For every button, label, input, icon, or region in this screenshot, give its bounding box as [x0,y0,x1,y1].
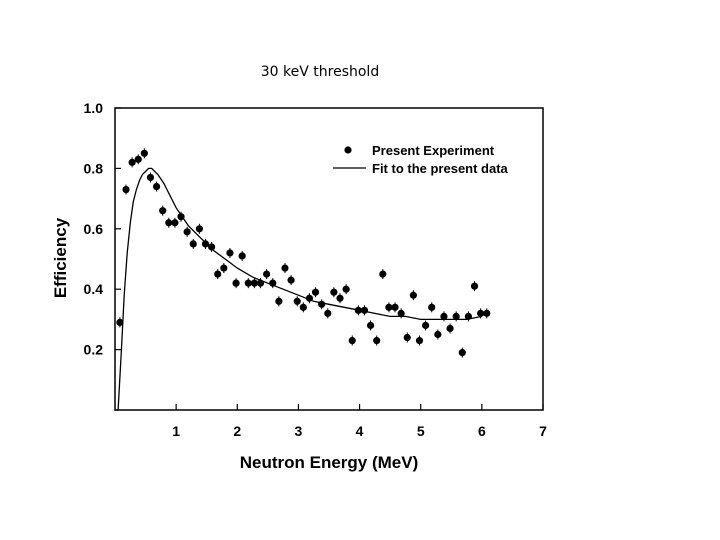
y-tick-label: 0.8 [84,160,104,176]
data-point [305,294,314,302]
data-point [281,264,289,272]
data-point [391,303,399,311]
data-point [275,297,283,305]
data-point [256,279,265,287]
y-tick-label: 0.6 [84,221,104,237]
data-point [232,279,240,287]
x-tick-label: 6 [478,423,486,439]
data-point [201,240,210,248]
data-point [220,264,228,272]
data-point [415,336,424,345]
data-point [452,312,460,320]
data-point [330,288,338,296]
ticks: 1 2 3 4 5 6 7 0.2 0.4 0.6 0.8 1.0 [84,100,548,439]
legend-label-fit: Fit to the present data [372,161,509,176]
y-tick-label: 1.0 [84,100,104,116]
data-point [116,318,124,327]
data-point [189,240,197,248]
data-point [152,182,161,191]
data-point [293,297,301,305]
data-point [483,309,491,317]
slide-title: 30 keV threshold [260,64,380,80]
data-point [287,276,295,284]
data-point [403,333,411,342]
data-point [409,291,417,299]
data-point [397,309,405,317]
y-tick-label: 0.2 [84,342,104,358]
data-point [195,225,203,233]
data-point [263,270,271,278]
data-point [269,279,277,287]
x-tick-label: 3 [295,423,303,439]
data-point [373,336,381,345]
data-point [238,252,246,260]
data-point [446,324,454,333]
fit-curve-line [115,167,483,411]
plot-frame [114,107,544,411]
data-point [165,219,173,227]
data-point [250,279,259,287]
x-tick-label: 5 [417,423,425,439]
data-point [128,158,136,166]
data-point [214,270,222,278]
data-point [354,306,362,314]
data-point [385,303,393,311]
data-point [464,312,473,320]
data-point [159,207,167,215]
data-point [428,303,436,311]
y-tick-label: 0.4 [84,281,104,297]
data-point [440,312,448,320]
data-point [360,306,369,314]
data-point [379,270,387,278]
data-point [477,309,485,317]
data-point [366,321,375,330]
legend-label-present-experiment: Present Experiment [372,143,495,158]
axes [114,107,544,411]
legend: Present Experiment Fit to the present da… [333,143,509,176]
legend-marker-present-experiment [344,146,352,154]
x-tick-label: 4 [356,423,364,439]
x-axis-label: Neutron Energy (MeV) [240,453,419,472]
data-point [348,336,356,345]
data-point [183,228,191,236]
data-point [458,349,466,357]
data-point [134,155,142,163]
data-point [244,279,252,287]
data-point [470,282,479,290]
data-point [342,285,350,293]
data-point [422,321,430,330]
data-point [336,294,344,302]
data-point [311,288,320,296]
y-axis-label: Efficiency [51,217,70,298]
data-point [177,213,185,221]
data-point [146,173,155,182]
data-point [140,149,148,157]
x-tick-label: 7 [539,423,547,439]
data-point [299,303,307,311]
x-tick-label: 1 [172,423,180,439]
data-point [324,309,332,317]
data-point [318,300,326,308]
data-point [122,185,130,194]
data-points-layer [116,148,491,358]
data-point [171,219,179,227]
fit-curve-layer [115,167,483,411]
data-point [226,249,234,257]
x-tick-label: 2 [233,423,241,439]
data-point [208,243,216,251]
data-point [434,330,442,339]
